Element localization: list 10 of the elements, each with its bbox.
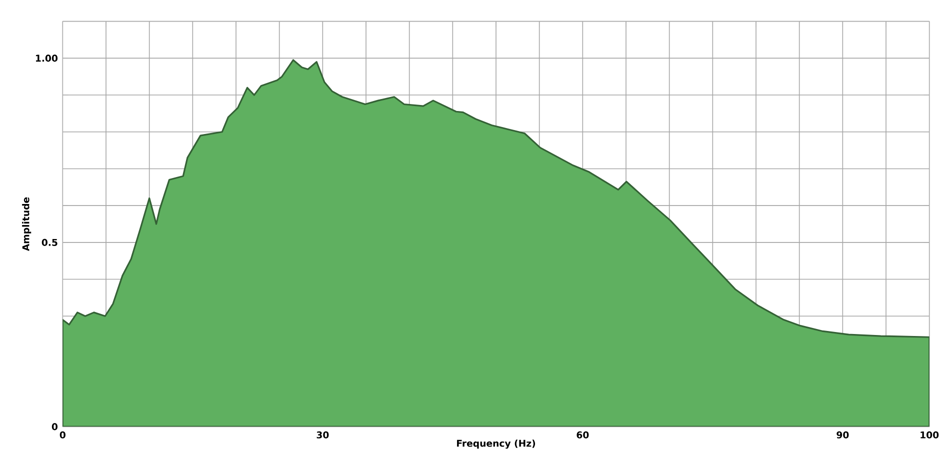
y-tick-label: 1.00 xyxy=(36,54,58,62)
y-tick-label: 0 xyxy=(52,423,58,430)
x-tick-label: 60 xyxy=(576,431,589,438)
y-axis-title: Amplitude xyxy=(22,197,32,252)
x-tick-label: 90 xyxy=(836,431,849,438)
x-axis-title: Frequency (Hz) xyxy=(457,440,536,449)
x-tick-label: 100 xyxy=(920,431,939,438)
y-tick-label: 0.5 xyxy=(42,238,58,246)
x-tick-label: 30 xyxy=(316,431,329,438)
x-tick-label: 0 xyxy=(60,431,66,438)
